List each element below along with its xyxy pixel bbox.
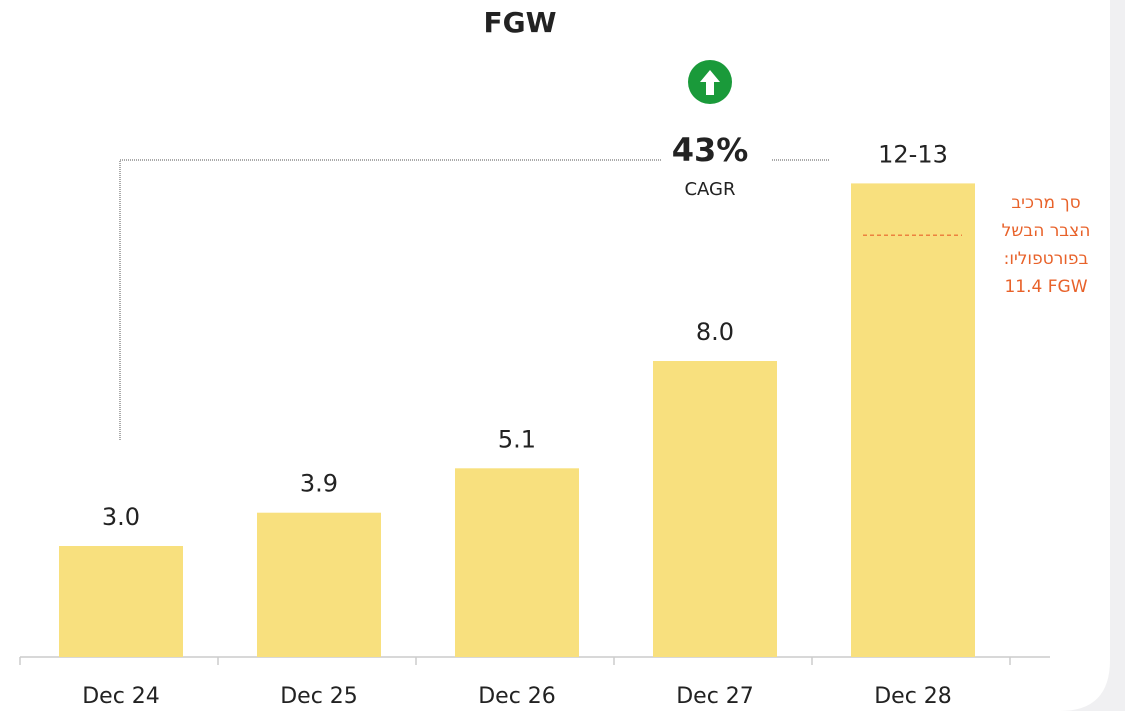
bar [257, 512, 381, 657]
portfolio-note: סך מרכיב [1011, 193, 1080, 213]
value-label: 12-13 [878, 140, 948, 168]
portfolio-note: 11.4 FGW [1004, 277, 1087, 297]
x-tick-label: Dec 25 [280, 684, 358, 709]
x-tick-label: Dec 26 [478, 684, 556, 709]
cagr-value: 43% [672, 131, 749, 169]
x-tick-label: Dec 24 [82, 684, 160, 709]
chart-title: FGW [484, 6, 557, 39]
bar [59, 546, 183, 657]
cagr-bracket [119, 159, 830, 440]
bar [455, 468, 579, 657]
up-arrow-icon [688, 60, 732, 104]
side-panel [1060, 0, 1125, 711]
cagr-label: CAGR [684, 179, 735, 200]
x-tick-label: Dec 28 [874, 684, 952, 709]
bracket-line [119, 159, 662, 440]
portfolio-note: הצבר הבשל [1002, 221, 1091, 241]
value-label: 3.9 [300, 470, 338, 498]
bar [851, 183, 975, 657]
bar [653, 361, 777, 657]
portfolio-note: בפורטפוליו: [1004, 249, 1089, 269]
value-label: 5.1 [498, 425, 536, 453]
x-tick-label: Dec 27 [676, 684, 754, 709]
value-label: 3.0 [102, 503, 140, 531]
value-label: 8.0 [696, 318, 734, 346]
